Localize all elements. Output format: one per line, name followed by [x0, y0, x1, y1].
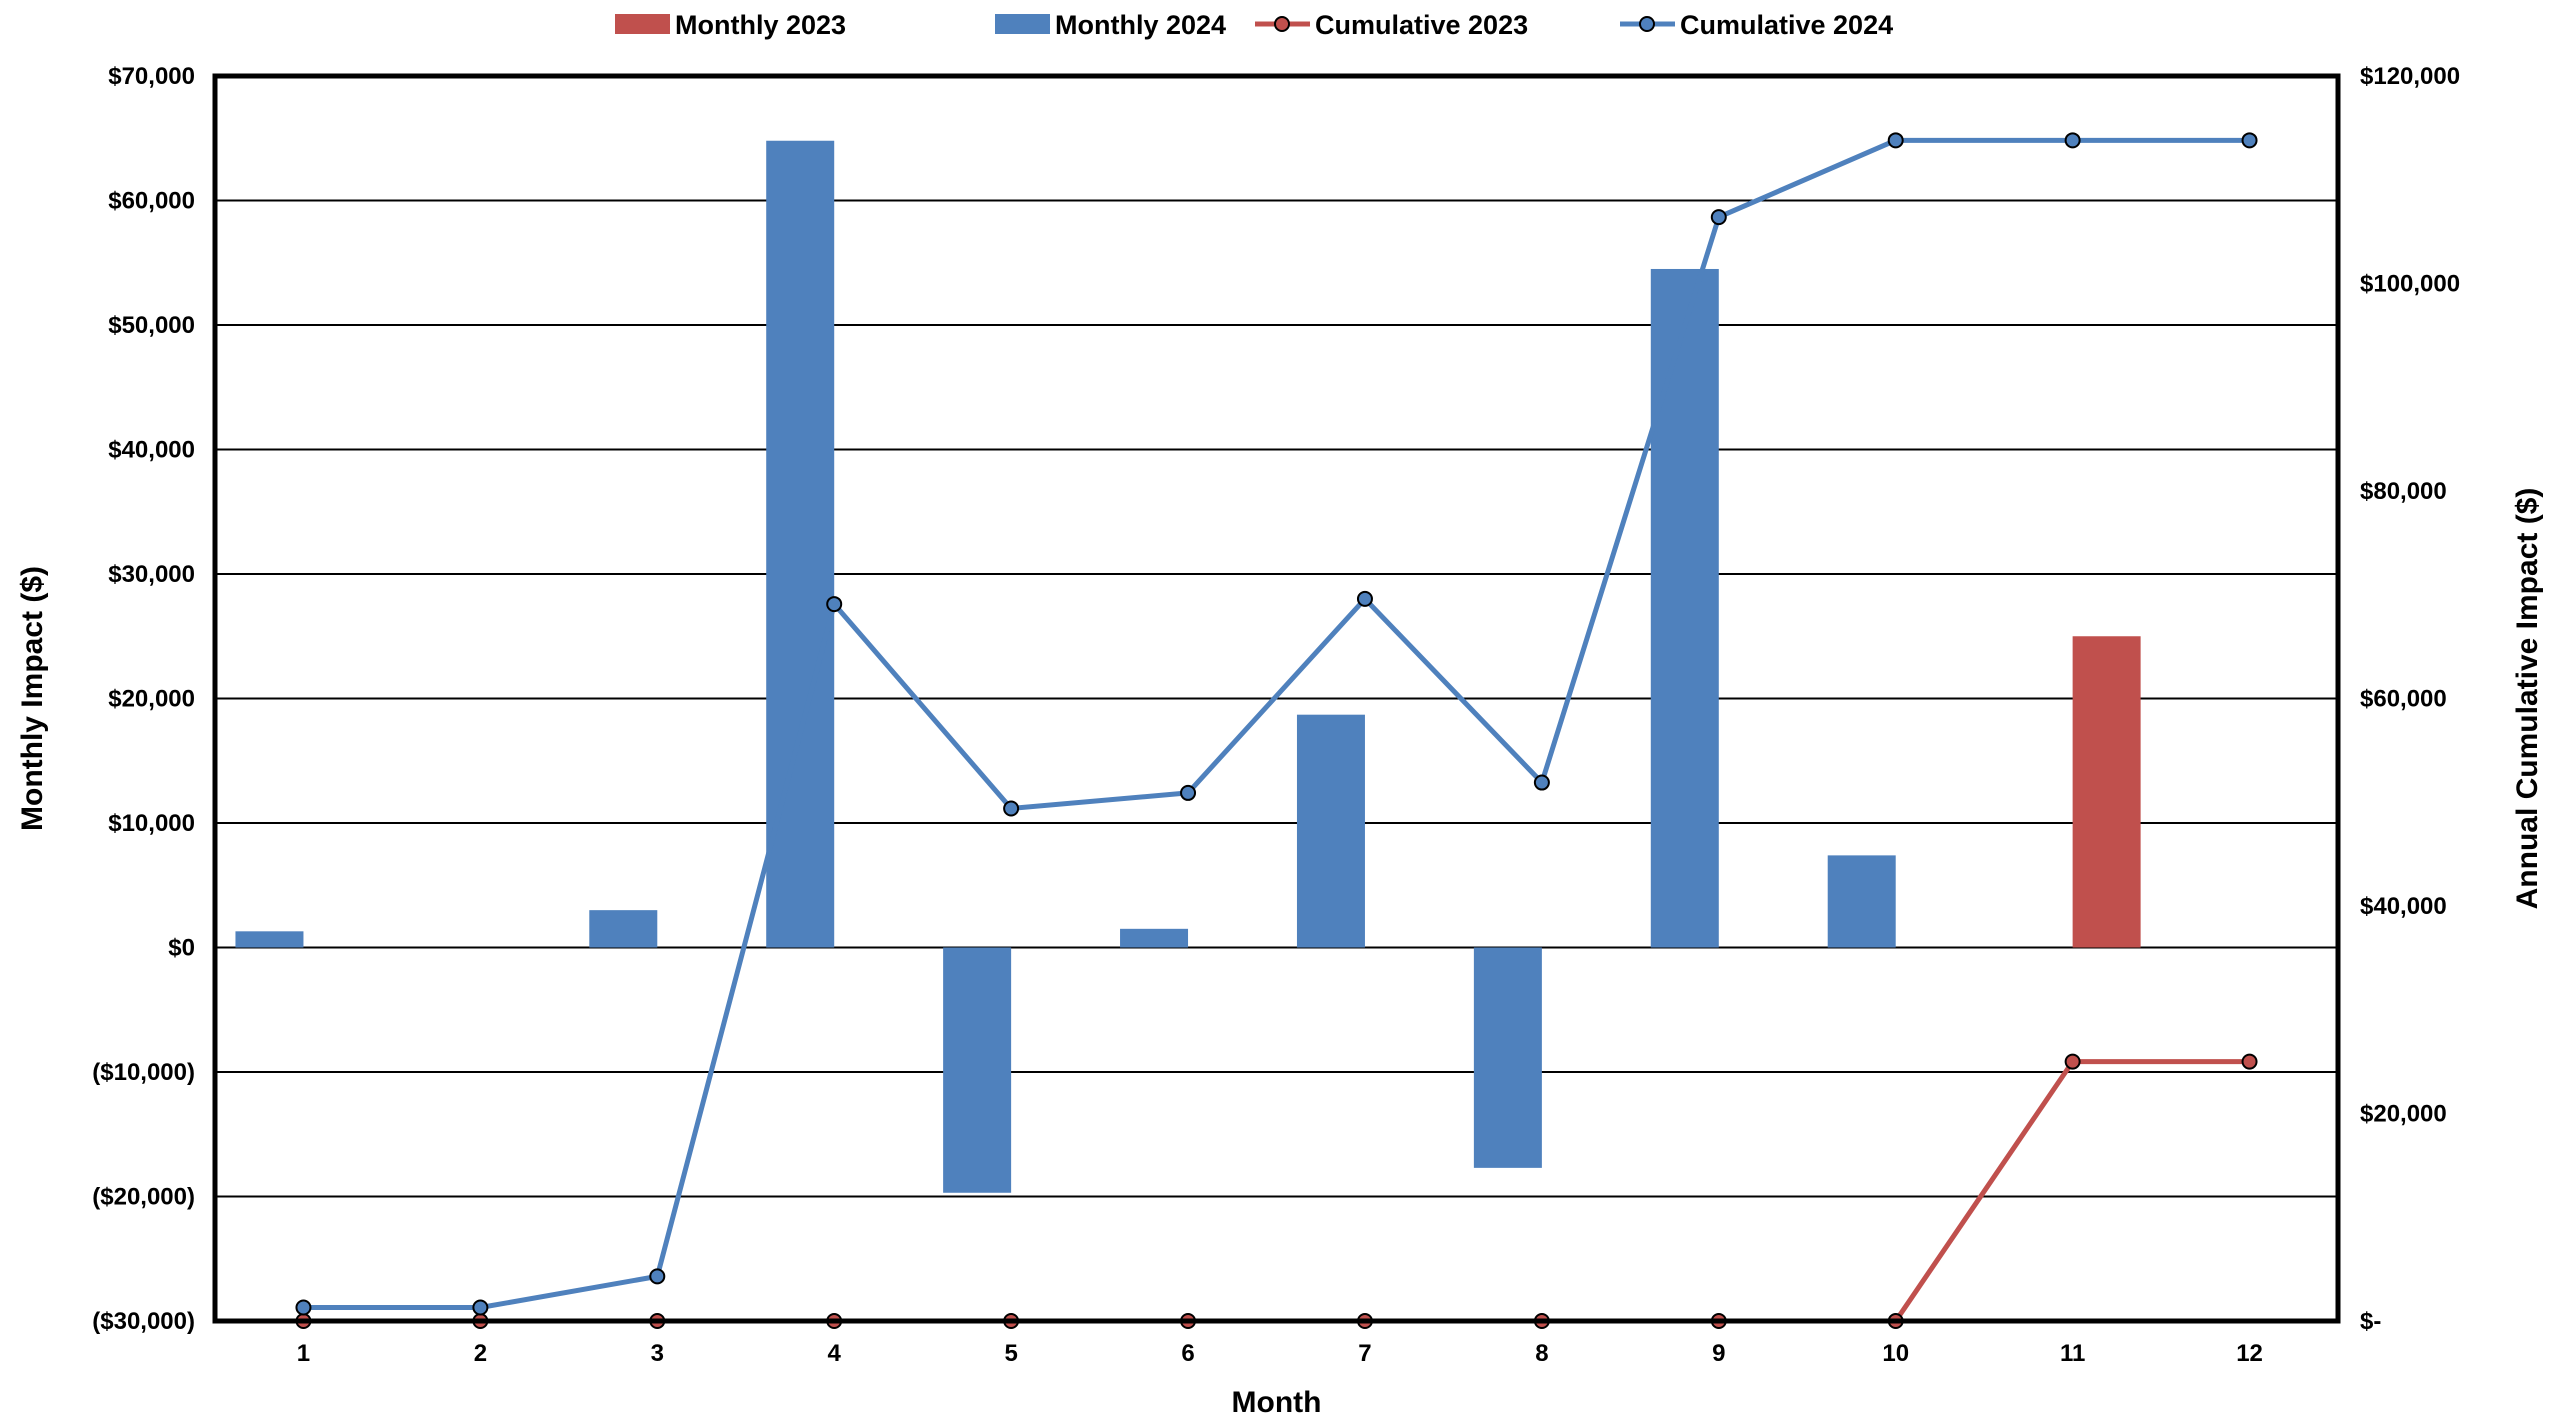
- bar-monthly-2024: [1120, 928, 1189, 948]
- x-tick-label: 7: [1358, 1340, 1371, 1367]
- left-tick-label: $60,000: [108, 188, 195, 215]
- marker-cumulative-2024: [826, 596, 843, 613]
- plot-frame: [212, 73, 2341, 1324]
- marker-cumulative-2024: [1356, 590, 1373, 607]
- bar-monthly-2024: [1650, 268, 1719, 948]
- marker-cumulative-2024: [1180, 784, 1197, 801]
- marker-cumulative-2024: [472, 1299, 489, 1316]
- bar-monthly-2024: [589, 910, 658, 948]
- x-axis-ticks: 1 2 3 4 5 6 7 8 9 10 11 12: [297, 1340, 2263, 1367]
- legend-marker: [1639, 16, 1655, 32]
- left-axis-ticks: $70,000 $60,000 $50,000 $40,000 $30,000 $20,0…: [92, 63, 195, 1335]
- left-tick-label: ($10,000): [92, 1059, 195, 1086]
- right-tick-label: $40,000: [2360, 893, 2447, 920]
- left-tick-label: $0: [168, 935, 195, 962]
- x-tick-label: 5: [1004, 1340, 1017, 1367]
- x-tick-label: 12: [2236, 1340, 2263, 1367]
- marker-cumulative-2024: [1003, 800, 1020, 817]
- line-cumulative-2024: [303, 137, 2250, 1311]
- right-tick-label: $100,000: [2360, 271, 2460, 298]
- y2-axis-title: Annual Cumulative Impact ($): [2511, 488, 2544, 910]
- bar-monthly-2023: [2072, 636, 2141, 948]
- right-tick-label: $80,000: [2360, 478, 2447, 505]
- marker-cumulative-2024: [2241, 132, 2258, 149]
- x-tick-label: 1: [297, 1340, 310, 1367]
- x-axis-title: Month: [1232, 1386, 1322, 1419]
- lines: [303, 137, 2250, 1324]
- right-axis-ticks: $120,000 $100,000 $80,000 $60,000 $40,000 $20…: [2360, 63, 2460, 1335]
- left-tick-label: ($30,000): [92, 1308, 195, 1335]
- left-tick-label: $70,000: [108, 63, 195, 90]
- legend-marker: [1274, 16, 1290, 32]
- x-tick-label: 6: [1181, 1340, 1194, 1367]
- bar-monthly-2024: [235, 931, 304, 948]
- bar-monthly-2024: [943, 947, 1012, 1193]
- left-tick-label: ($20,000): [92, 1184, 195, 1211]
- legend-label: Monthly 2024: [1055, 10, 1226, 40]
- bar-monthly-2024: [1827, 855, 1896, 948]
- marker-cumulative-2024: [1533, 774, 1550, 791]
- bar-monthly-2024: [1296, 714, 1365, 948]
- x-tick-label: 8: [1535, 1340, 1548, 1367]
- x-tick-label: 10: [1882, 1340, 1909, 1367]
- line-cumulative-2023: [303, 1059, 2250, 1324]
- x-tick-label: 11: [2060, 1340, 2085, 1367]
- x-tick-label: 3: [651, 1340, 664, 1367]
- legend-label: Cumulative 2024: [1680, 10, 1893, 40]
- legend: Monthly 2023 Monthly 2024 Cumulative 2023 C…: [615, 10, 1893, 40]
- marker-cumulative-2023: [2241, 1053, 2258, 1070]
- y-axis-title: Monthly Impact ($): [16, 566, 49, 831]
- legend-label: Cumulative 2023: [1315, 10, 1528, 40]
- right-tick-label: $20,000: [2360, 1101, 2447, 1128]
- marker-cumulative-2023: [2064, 1053, 2081, 1070]
- right-tick-label: $60,000: [2360, 686, 2447, 713]
- left-tick-label: $50,000: [108, 312, 195, 339]
- marker-cumulative-2024: [1887, 132, 1904, 149]
- legend-swatch: [995, 14, 1050, 34]
- marker-cumulative-2024: [649, 1268, 666, 1285]
- left-tick-label: $20,000: [108, 686, 195, 713]
- x-tick-label: 4: [828, 1340, 842, 1367]
- x-tick-label: 9: [1712, 1340, 1725, 1367]
- x-tick-label: 2: [474, 1340, 487, 1367]
- marker-cumulative-2024: [1710, 209, 1727, 226]
- legend-swatch: [615, 14, 670, 34]
- bars: [235, 140, 2141, 1193]
- right-tick-label: $120,000: [2360, 63, 2460, 90]
- legend-label: Monthly 2023: [675, 10, 846, 40]
- left-tick-label: $10,000: [108, 810, 195, 837]
- right-tick-label: $-: [2360, 1308, 2381, 1335]
- left-tick-label: $40,000: [108, 437, 195, 464]
- marker-cumulative-2024: [295, 1299, 312, 1316]
- markers: [295, 132, 2258, 1329]
- marker-cumulative-2024: [2064, 132, 2081, 149]
- bar-monthly-2024: [1473, 947, 1542, 1168]
- left-tick-label: $30,000: [108, 561, 195, 588]
